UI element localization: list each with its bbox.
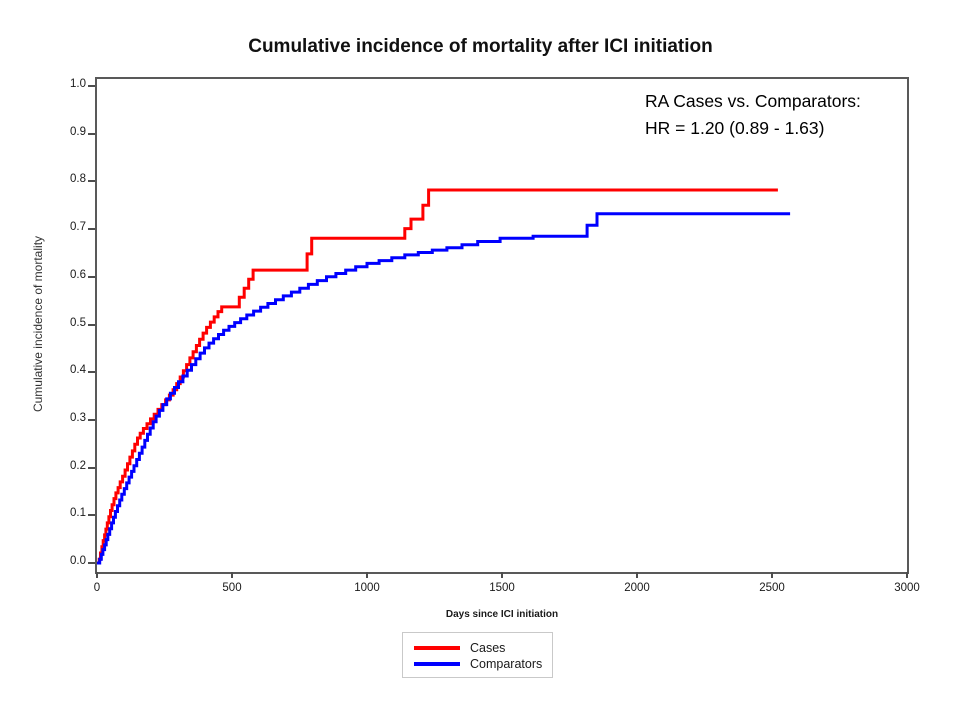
y-tick-label: 0.1 bbox=[70, 507, 86, 520]
curve-cases bbox=[97, 188, 778, 565]
hr-annotation-line1: RA Cases vs. Comparators: bbox=[645, 91, 861, 111]
y-tick-label: 0.6 bbox=[70, 268, 86, 281]
y-tick-label: 0.7 bbox=[70, 221, 86, 234]
x-axis-title: Days since ICI initiation bbox=[445, 609, 559, 620]
y-tick-mark bbox=[88, 132, 95, 135]
x-tick-label: 500 bbox=[222, 582, 242, 594]
x-tick-label: 1000 bbox=[354, 582, 380, 594]
x-tick-mark bbox=[501, 572, 503, 578]
y-tick-label: 0.3 bbox=[70, 411, 86, 424]
y-axis-title: Cumulative incidence of mortality bbox=[31, 235, 45, 413]
y-tick-mark bbox=[88, 418, 95, 421]
y-tick-mark bbox=[88, 275, 95, 278]
y-tick-mark bbox=[88, 466, 95, 469]
x-tick-label: 2500 bbox=[759, 582, 785, 594]
y-tick-mark bbox=[88, 228, 95, 231]
y-tick-label: 1.0 bbox=[70, 78, 86, 90]
y-tick-label: 0.5 bbox=[70, 316, 86, 329]
y-tick-mark bbox=[88, 562, 95, 564]
legend: Cases Comparators bbox=[402, 632, 553, 678]
y-tick-mark bbox=[88, 514, 95, 517]
x-tick-mark bbox=[96, 572, 98, 578]
x-tick-label: 1500 bbox=[489, 582, 515, 594]
legend-label-cases: Cases bbox=[470, 641, 506, 655]
y-tick-mark bbox=[88, 180, 95, 183]
y-tick-mark bbox=[88, 371, 95, 374]
y-tick-label: 0.0 bbox=[70, 555, 86, 567]
legend-item-comparators: Comparators bbox=[403, 656, 552, 672]
hr-annotation: RA Cases vs. Comparators: HR = 1.20 (0.8… bbox=[645, 88, 861, 142]
survival-curves-svg bbox=[97, 188, 791, 565]
x-tick-mark bbox=[231, 572, 233, 578]
curve-comparators bbox=[97, 212, 791, 565]
y-tick-mark bbox=[88, 323, 95, 326]
legend-label-comparators: Comparators bbox=[470, 657, 543, 671]
y-tick-label: 0.9 bbox=[70, 125, 86, 138]
x-tick-mark bbox=[771, 572, 773, 578]
hr-annotation-line2: HR = 1.20 (0.89 - 1.63) bbox=[645, 118, 825, 138]
plot-area bbox=[95, 77, 909, 574]
x-tick-label: 3000 bbox=[894, 582, 920, 594]
x-tick-mark bbox=[366, 572, 368, 578]
legend-line-comparators bbox=[414, 662, 460, 666]
chart-title: Cumulative incidence of mortality after … bbox=[248, 36, 713, 57]
x-tick-label: 2000 bbox=[624, 582, 650, 594]
y-tick-label: 0.4 bbox=[70, 364, 86, 377]
legend-item-cases: Cases bbox=[403, 640, 552, 656]
legend-line-cases bbox=[414, 646, 460, 650]
x-tick-mark bbox=[906, 572, 908, 578]
y-tick-label: 0.8 bbox=[70, 173, 86, 186]
x-tick-mark bbox=[636, 572, 638, 578]
x-tick-label: 0 bbox=[93, 582, 101, 594]
y-tick-label: 0.2 bbox=[70, 459, 86, 472]
y-tick-mark bbox=[88, 85, 95, 87]
